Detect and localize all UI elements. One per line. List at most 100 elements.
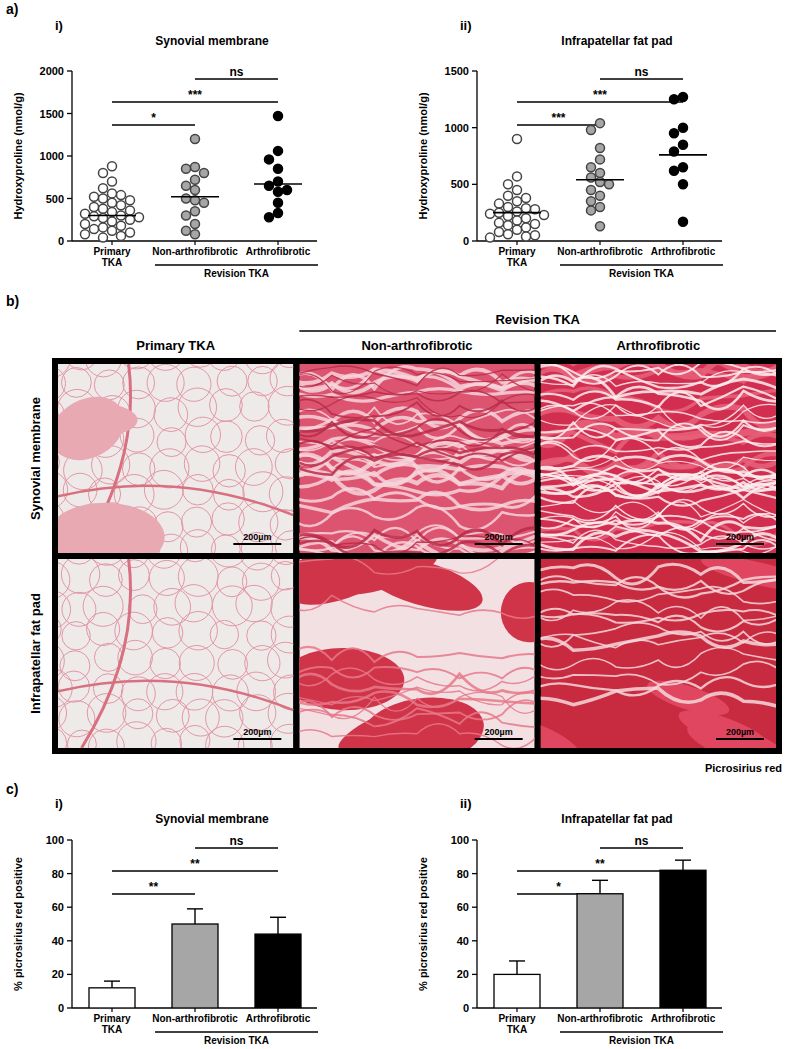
y-axis-label: % picrosirius red positive xyxy=(12,857,24,991)
tissue-fiber xyxy=(541,610,776,623)
y-tick xyxy=(472,974,477,975)
data-point xyxy=(108,162,117,171)
fat-cell xyxy=(118,560,149,591)
image-background xyxy=(58,559,293,748)
data-point xyxy=(283,186,292,195)
label-line: Non-arthrofibrotic xyxy=(152,246,238,257)
data-point xyxy=(191,163,200,172)
x-tick-label: Arthrofibrotic xyxy=(651,246,716,257)
data-point xyxy=(182,226,191,235)
x-tick xyxy=(599,241,600,245)
fat-cell xyxy=(268,693,293,733)
data-point xyxy=(117,201,126,210)
data-point xyxy=(513,197,522,206)
data-point xyxy=(587,206,596,215)
data-point xyxy=(531,231,540,240)
y-axis xyxy=(476,840,477,1008)
data-point xyxy=(265,155,274,164)
data-point xyxy=(513,135,522,144)
row-header: Infrapatellar fat pad xyxy=(28,593,43,714)
figure: a)b)c)i)Synovial membrane050010001500200… xyxy=(0,0,787,1049)
fat-cell xyxy=(85,364,121,377)
tissue-region xyxy=(299,559,345,599)
bar xyxy=(255,934,301,1008)
data-point xyxy=(596,169,605,178)
y-tick-label: 1500 xyxy=(40,108,64,120)
data-point xyxy=(679,140,688,149)
error-bar xyxy=(516,961,517,974)
data-point xyxy=(670,166,679,175)
error-cap xyxy=(104,980,120,981)
y-tick-label: 60 xyxy=(457,901,469,913)
data-point xyxy=(596,119,605,128)
data-point xyxy=(596,222,605,231)
label-line: TKA xyxy=(507,1024,528,1035)
tissue-fiber xyxy=(299,667,534,678)
tissue-fiber xyxy=(541,366,776,388)
group-line xyxy=(560,1031,723,1032)
panel-label: b) xyxy=(6,293,19,309)
data-point xyxy=(81,220,90,229)
subtitle: ii) xyxy=(460,796,472,811)
y-tick xyxy=(472,184,477,185)
data-point xyxy=(182,194,191,203)
data-point xyxy=(200,169,209,178)
scale-bar-label: 200µm xyxy=(485,532,513,542)
y-axis xyxy=(71,840,72,1008)
y-tick xyxy=(472,240,477,241)
fat-cell xyxy=(123,367,155,399)
subtitle: i) xyxy=(55,796,63,811)
tissue-fiber xyxy=(299,647,534,662)
data-point xyxy=(679,180,688,189)
data-point xyxy=(108,189,117,198)
data-point xyxy=(522,204,531,213)
y-tick-label: 500 xyxy=(46,193,64,205)
tissue-fiber xyxy=(299,399,534,417)
y-tick xyxy=(472,127,477,128)
label-line: Arthrofibrotic xyxy=(651,1013,716,1024)
data-point xyxy=(596,144,605,153)
histology-image xyxy=(541,364,776,553)
x-tick xyxy=(599,1008,600,1012)
x-tick-label: PrimaryTKA xyxy=(93,1013,131,1035)
plot-area xyxy=(89,909,301,1008)
x-tick-label: Non-arthrofibrotic xyxy=(557,1013,643,1024)
data-point xyxy=(670,129,679,138)
x-tick-label: Arthrofibrotic xyxy=(246,246,311,257)
x-tick-label: Arthrofibrotic xyxy=(246,1013,311,1024)
label-line: Non-arthrofibrotic xyxy=(152,1013,238,1024)
label-line: Primary xyxy=(93,1013,131,1024)
data-point xyxy=(126,228,135,237)
histology-image xyxy=(299,559,534,748)
data-point xyxy=(587,163,596,172)
tissue-fiber xyxy=(299,724,534,748)
error-bar xyxy=(194,909,195,924)
error-bar xyxy=(682,860,683,870)
tissue-fiber xyxy=(541,483,776,499)
y-tick-label: 80 xyxy=(52,868,64,880)
label-line: Non-arthrofibrotic xyxy=(557,1013,643,1024)
y-tick xyxy=(67,907,72,908)
fat-cell xyxy=(180,530,215,553)
data-point xyxy=(99,194,108,203)
histology-image xyxy=(299,364,534,553)
x-tick xyxy=(194,1008,195,1012)
tissue-fiber xyxy=(299,374,534,394)
significance-label: *** xyxy=(551,111,565,125)
tissue-fiber xyxy=(541,474,776,495)
tissue-fiber xyxy=(299,595,534,618)
error-cap xyxy=(509,960,525,961)
data-point xyxy=(596,155,605,164)
data-point xyxy=(587,197,596,206)
tissue-fiber xyxy=(541,677,776,695)
fat-cell xyxy=(147,674,183,710)
error-cap xyxy=(592,880,608,881)
histology-image xyxy=(541,559,776,748)
fat-cell xyxy=(150,648,180,678)
tissue-fiber xyxy=(299,366,534,386)
fat-cell xyxy=(176,674,213,711)
tissue-fiber xyxy=(541,387,776,408)
significance-label: ns xyxy=(634,834,648,848)
tissue-fiber xyxy=(299,708,534,727)
tissue-fiber xyxy=(299,441,534,461)
